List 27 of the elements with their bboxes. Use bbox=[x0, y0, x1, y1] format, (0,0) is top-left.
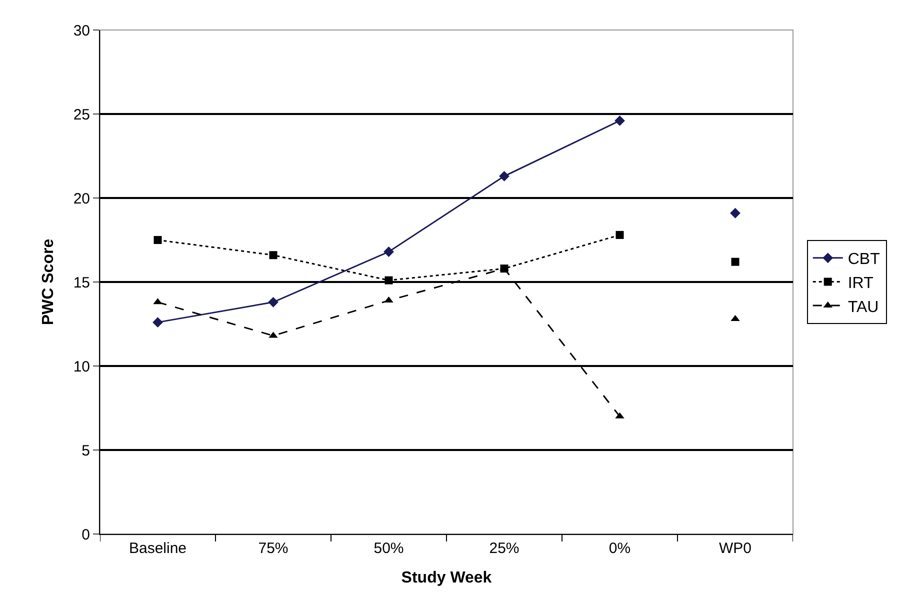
x-tick-label: 25% bbox=[489, 540, 520, 557]
x-axis-title: Study Week bbox=[401, 570, 492, 587]
point bbox=[614, 116, 625, 126]
y-tick-label: 15 bbox=[73, 274, 90, 292]
point bbox=[499, 170, 510, 182]
legend-label: TAU bbox=[848, 298, 879, 316]
x-tick-label: WP0 bbox=[718, 540, 752, 557]
y-tick-label: 30 bbox=[73, 22, 90, 40]
point bbox=[152, 317, 163, 328]
y-axis-title: PWC Score bbox=[40, 238, 58, 326]
point bbox=[384, 246, 394, 257]
point bbox=[268, 296, 278, 308]
x-tick-label: 75% bbox=[258, 540, 288, 557]
x-tick-label: Baseline bbox=[128, 540, 187, 557]
point bbox=[384, 276, 393, 284]
legend-label: CBT bbox=[848, 251, 880, 268]
y-tick-label: 25 bbox=[73, 106, 90, 124]
y-tick-label: 0 bbox=[82, 526, 90, 544]
legend-label: IRT bbox=[848, 274, 874, 292]
point bbox=[616, 230, 624, 239]
y-tick-label: 20 bbox=[73, 190, 90, 208]
point bbox=[269, 251, 278, 260]
y-tick-label: 10 bbox=[73, 358, 90, 376]
x-tick-label: 0% bbox=[608, 540, 631, 557]
y-tick-label: 5 bbox=[82, 442, 90, 460]
point bbox=[154, 236, 162, 244]
x-tick-label: 50% bbox=[374, 540, 404, 557]
